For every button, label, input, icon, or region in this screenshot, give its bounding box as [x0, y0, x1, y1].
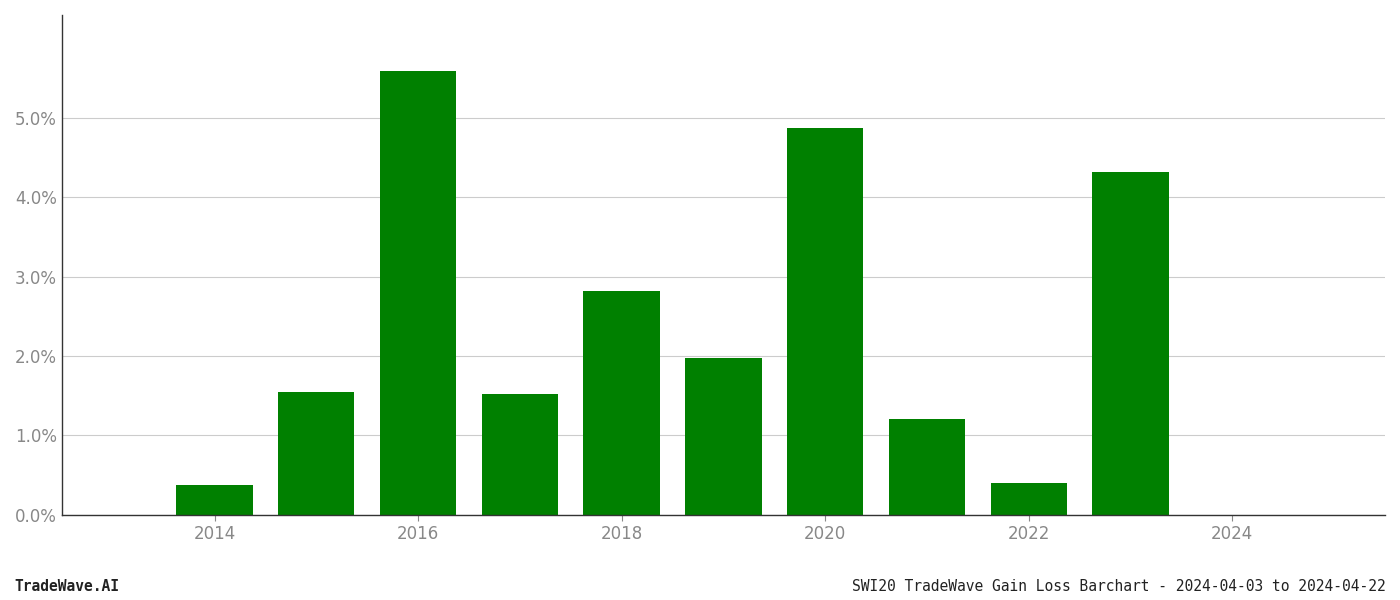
Text: SWI20 TradeWave Gain Loss Barchart - 2024-04-03 to 2024-04-22: SWI20 TradeWave Gain Loss Barchart - 202…: [853, 579, 1386, 594]
Bar: [482, 394, 559, 515]
Bar: [379, 71, 456, 515]
Bar: [584, 291, 659, 515]
Bar: [685, 358, 762, 515]
Bar: [279, 392, 354, 515]
Bar: [991, 483, 1067, 515]
Bar: [176, 485, 252, 515]
Bar: [787, 128, 864, 515]
Bar: [1092, 172, 1169, 515]
Text: TradeWave.AI: TradeWave.AI: [14, 579, 119, 594]
Bar: [889, 419, 965, 515]
